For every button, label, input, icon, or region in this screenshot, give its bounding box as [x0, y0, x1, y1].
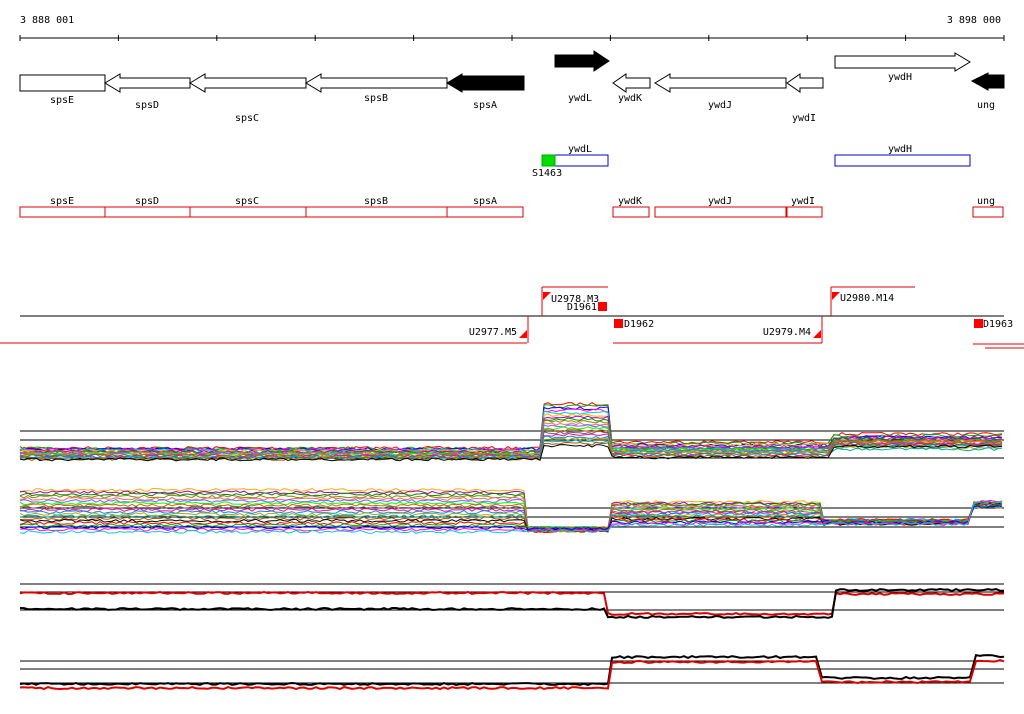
red-box-spsE[interactable]	[19, 206, 106, 218]
gene-arrow-ywdJ[interactable]	[654, 73, 787, 93]
panel2-trace	[19, 496, 1003, 530]
coord-end: 3 898 000	[947, 15, 1001, 26]
gene-label-spsD: spsD	[135, 100, 159, 111]
blue-box-label-ywdL: ywdL	[568, 144, 592, 155]
gene-arrow-track: spsE spsD spsC spsB spsA ywdL ywdK ywdJ …	[19, 50, 1005, 124]
expression-panel-1	[19, 402, 1004, 462]
panel4-trace-black	[19, 653, 1005, 687]
marker-label-D1963: D1963	[983, 319, 1013, 330]
gene-label-spsB: spsB	[364, 93, 388, 104]
red-box-spsB[interactable]	[305, 206, 448, 218]
red-box-label-spsB: spsB	[364, 196, 388, 207]
panel2-trace	[19, 504, 1002, 530]
gene-label-ung: ung	[977, 100, 995, 111]
red-box-label-spsA: spsA	[473, 196, 497, 207]
gene-arrow-ung[interactable]	[970, 72, 1005, 91]
marker-label-D1961: D1961	[567, 302, 597, 313]
marker-label-U2978: U2978.M3	[551, 294, 599, 305]
terminator-D1961[interactable]	[598, 302, 607, 311]
green-marker-label: S1463	[532, 168, 562, 179]
red-box-ung[interactable]	[972, 206, 1004, 218]
terminator-D1963[interactable]	[974, 319, 983, 328]
gene-label-ywdI: ywdI	[792, 113, 816, 124]
coord-start: 3 888 001	[20, 15, 74, 26]
blue-box-ywdH[interactable]	[834, 154, 971, 167]
gene-arrow-ywdH[interactable]	[834, 52, 971, 72]
promoter-flag-U2978[interactable]	[543, 292, 551, 300]
red-box-label-ywdK: ywdK	[618, 196, 642, 207]
blue-box-label-ywdH: ywdH	[888, 144, 912, 155]
panel3-trace-red	[19, 590, 1005, 616]
gene-arrow-spsC[interactable]	[189, 73, 307, 93]
gene-arrow-spsE[interactable]	[19, 74, 106, 92]
panel2-trace	[19, 505, 1003, 532]
blue-box-ywdL[interactable]	[554, 154, 609, 167]
marker-label-U2977: U2977.M5	[469, 327, 517, 338]
panel4-trace-red	[19, 658, 1005, 691]
green-marker[interactable]	[541, 154, 556, 167]
red-box-ywdI[interactable]	[786, 206, 823, 218]
gene-arrow-ywdL[interactable]	[554, 50, 610, 72]
red-box-spsC[interactable]	[189, 206, 307, 218]
expression-panel-2	[19, 487, 1004, 534]
gene-label-spsC: spsC	[235, 113, 259, 124]
panel1-trace	[19, 404, 1003, 451]
gene-label-ywdH: ywdH	[888, 72, 912, 83]
transcript-track: U2977.M5 U2978.M3 D1961 D1962 U2979.M4 U…	[0, 286, 1024, 349]
promoter-flag-U2977[interactable]	[519, 330, 527, 338]
gene-label-ywdK: ywdK	[618, 93, 642, 104]
panel2-trace	[19, 501, 1003, 534]
gene-arrow-ywdK[interactable]	[612, 73, 651, 93]
gene-arrow-spsD[interactable]	[104, 73, 191, 93]
expression-panel-3	[19, 583, 1005, 619]
red-box-label-ywdJ: ywdJ	[708, 196, 732, 207]
panel1-trace	[19, 413, 1002, 453]
ruler-ticks	[19, 35, 1005, 41]
blue-feature-track: ywdL S1463 ywdH	[532, 144, 971, 179]
marker-label-D1962: D1962	[624, 319, 654, 330]
panel1-trace	[19, 417, 1003, 455]
red-box-label-spsD: spsD	[135, 196, 159, 207]
coordinate-ruler: 3 888 001 3 898 000	[19, 15, 1005, 41]
marker-label-U2980: U2980.M14	[840, 293, 894, 304]
gene-arrow-spsA[interactable]	[446, 73, 525, 93]
panel2-trace	[19, 499, 1003, 532]
red-box-ywdK[interactable]	[612, 206, 650, 218]
panel3-trace-black	[19, 587, 1004, 619]
panel1-trace	[19, 439, 1003, 461]
panel1-trace	[19, 444, 1003, 462]
promoter-flag-U2980[interactable]	[832, 292, 840, 300]
gene-label-ywdL: ywdL	[568, 93, 592, 104]
red-box-label-spsE: spsE	[50, 196, 74, 207]
red-box-ywdJ[interactable]	[654, 206, 787, 218]
panel1-trace	[19, 441, 1003, 461]
red-box-label-spsC: spsC	[235, 196, 259, 207]
red-box-label-ywdI: ywdI	[791, 196, 815, 207]
red-feature-track: spsE spsD spsC spsB spsA ywdK ywdJ ywdI …	[19, 196, 1004, 218]
marker-label-U2979: U2979.M4	[763, 327, 811, 338]
terminator-D1962[interactable]	[614, 319, 623, 328]
gene-label-spsE: spsE	[50, 95, 74, 106]
expression-panel-4	[19, 653, 1005, 691]
gene-arrow-spsB[interactable]	[305, 73, 448, 93]
gene-label-ywdJ: ywdJ	[708, 100, 732, 111]
panel2-trace	[19, 505, 1003, 534]
panel2-trace	[19, 503, 1003, 534]
red-box-label-ung: ung	[977, 196, 995, 207]
red-box-spsD[interactable]	[104, 206, 191, 218]
gene-arrow-ywdI[interactable]	[786, 73, 824, 93]
gene-label-spsA: spsA	[473, 100, 497, 111]
red-box-spsA[interactable]	[446, 206, 524, 218]
promoter-flag-U2979[interactable]	[813, 330, 821, 338]
